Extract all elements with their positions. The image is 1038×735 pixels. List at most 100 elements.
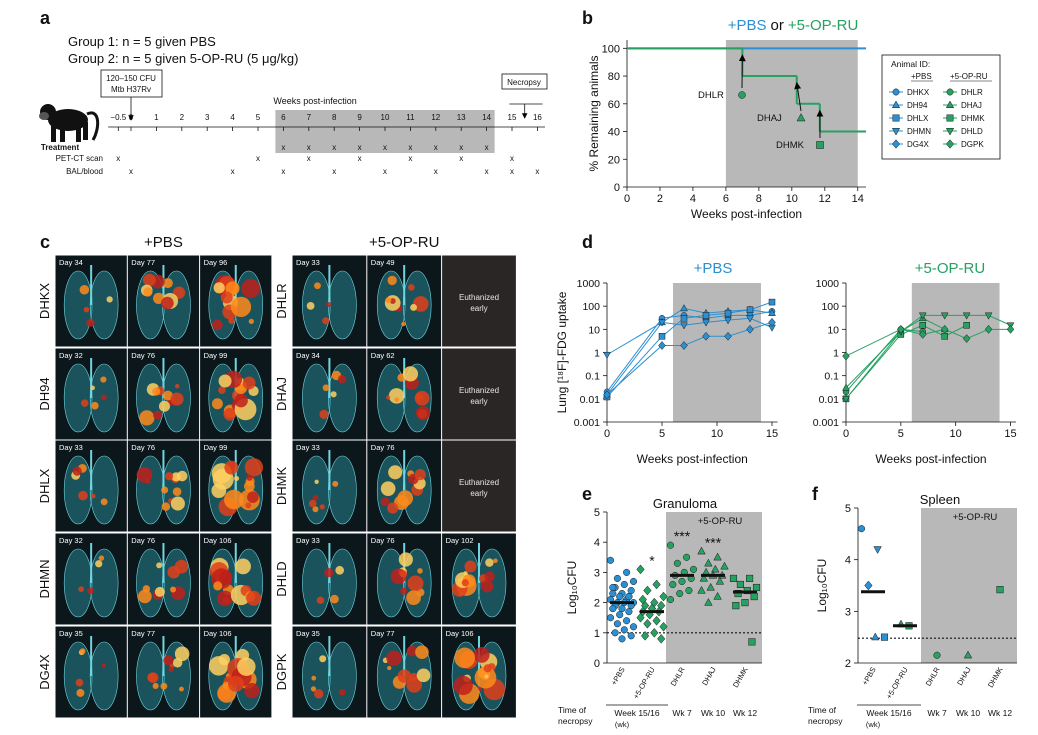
day-label: Day 106 bbox=[204, 536, 232, 545]
lesion bbox=[213, 282, 225, 294]
x-tick-label: DHLR bbox=[924, 665, 942, 688]
series-line bbox=[845, 317, 945, 389]
legend-marker bbox=[892, 114, 900, 122]
lesion bbox=[416, 668, 431, 683]
lesion bbox=[172, 487, 182, 497]
y-axis-title: Log₁₀CFU bbox=[815, 559, 829, 613]
data-point bbox=[618, 605, 626, 613]
lesion bbox=[410, 303, 418, 311]
data-point bbox=[715, 576, 725, 585]
lung bbox=[234, 548, 264, 618]
lesion bbox=[244, 481, 255, 492]
schedule-mark: x bbox=[332, 143, 336, 152]
panel-label: d bbox=[582, 232, 593, 252]
lung bbox=[63, 548, 93, 618]
data-point bbox=[636, 564, 645, 575]
lung bbox=[89, 548, 119, 618]
y-tick-label: 2 bbox=[594, 598, 600, 610]
lesion bbox=[380, 481, 396, 497]
data-point bbox=[746, 324, 754, 334]
x-tick-label: DHMK bbox=[986, 666, 1005, 690]
x-tick-label: DHAJ bbox=[955, 665, 973, 687]
necropsy-label: Time of bbox=[558, 705, 587, 715]
axis-title: Weeks post-infection bbox=[273, 96, 356, 106]
animal-id: DHLX bbox=[37, 468, 52, 503]
data-point bbox=[940, 324, 949, 334]
y-tick-label: 4 bbox=[845, 555, 851, 567]
lesion bbox=[160, 296, 174, 310]
y-tick-label: 0.001 bbox=[813, 417, 839, 429]
shade-label: +5-OP-RU bbox=[953, 512, 998, 523]
lesion bbox=[314, 479, 319, 484]
y-tick-label: 1 bbox=[833, 348, 839, 360]
title-part: +5-OP-RU bbox=[788, 17, 858, 34]
data-point bbox=[741, 599, 749, 607]
lesion bbox=[170, 586, 177, 593]
lesion bbox=[218, 374, 232, 388]
legend-label: DHLD bbox=[961, 127, 983, 136]
x-tick-label: 5 bbox=[898, 428, 904, 440]
day-label: Day 32 bbox=[59, 536, 83, 545]
lesion bbox=[310, 686, 317, 692]
data-point bbox=[871, 632, 880, 641]
lesion bbox=[225, 281, 240, 296]
data-point bbox=[743, 586, 751, 595]
lesion bbox=[473, 647, 490, 663]
animal-id: DHAJ bbox=[274, 377, 289, 411]
data-point bbox=[768, 317, 776, 327]
lesion bbox=[401, 321, 406, 327]
day-label: Day 62 bbox=[371, 351, 395, 360]
lesion bbox=[480, 579, 494, 593]
schedule-mark: x bbox=[408, 154, 412, 163]
lesion bbox=[100, 376, 107, 383]
data-point bbox=[616, 611, 624, 619]
y-tick-label: 1000 bbox=[577, 278, 601, 290]
day-label: Day 102 bbox=[446, 536, 474, 545]
necropsy-time: Wk 12 bbox=[988, 708, 1012, 718]
x-tick-label: 6 bbox=[723, 193, 729, 205]
lesion bbox=[386, 650, 402, 666]
schedule-mark: x bbox=[332, 167, 336, 176]
necropsy-time: Wk 7 bbox=[927, 708, 947, 718]
data-point bbox=[620, 580, 628, 589]
data-point bbox=[627, 586, 635, 595]
schedule-mark: x bbox=[307, 143, 311, 152]
y-tick-label: 80 bbox=[608, 71, 620, 83]
lesion bbox=[175, 383, 180, 389]
infection-text: 120–150 CFU bbox=[106, 74, 156, 83]
lesion bbox=[143, 273, 156, 287]
necropsy-time: Wk 10 bbox=[701, 708, 725, 718]
row-label: PET-CT scan bbox=[56, 154, 103, 163]
animal-id: DHMN bbox=[37, 560, 52, 599]
schedule-mark: x bbox=[434, 143, 438, 152]
lesion bbox=[387, 502, 399, 514]
annotation-marker bbox=[796, 113, 806, 122]
lesion bbox=[314, 689, 324, 699]
lesion bbox=[387, 665, 392, 671]
y-axis-title: % Remaining animals bbox=[587, 55, 601, 171]
day-label: Day 33 bbox=[296, 443, 320, 452]
data-point bbox=[702, 319, 710, 327]
shade bbox=[921, 508, 1017, 663]
schedule-mark: x bbox=[459, 143, 463, 152]
lesion bbox=[95, 560, 103, 568]
x-tick-label: 8 bbox=[756, 193, 762, 205]
data-point bbox=[933, 651, 941, 659]
lesion bbox=[87, 587, 94, 595]
lesion bbox=[415, 645, 429, 660]
lesion bbox=[394, 397, 400, 403]
lesion bbox=[162, 278, 173, 289]
data-point bbox=[666, 596, 675, 604]
lesion bbox=[322, 317, 330, 325]
day-label: Day 77 bbox=[371, 629, 395, 638]
lesion bbox=[224, 489, 244, 510]
lesion bbox=[218, 386, 226, 394]
necropsy-note: (wk) bbox=[615, 720, 630, 729]
legend-label: DH94 bbox=[907, 101, 928, 110]
data-point bbox=[625, 593, 633, 601]
legend-label: DHLX bbox=[907, 114, 929, 123]
shade bbox=[725, 40, 858, 187]
lung bbox=[89, 270, 119, 340]
schedule-mark: x bbox=[535, 167, 539, 176]
group-text: Group 1: n = 5 given PBS bbox=[68, 34, 216, 49]
